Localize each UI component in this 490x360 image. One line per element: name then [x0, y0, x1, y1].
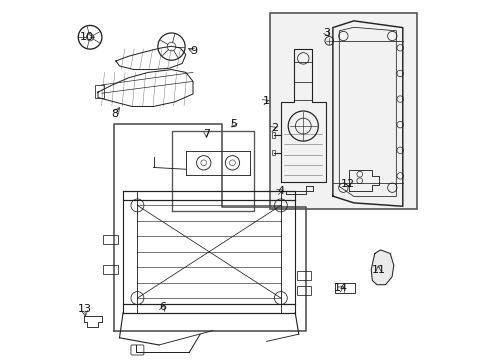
- Text: 8: 8: [112, 109, 119, 119]
- Bar: [272, 132, 275, 138]
- Bar: [103, 234, 118, 244]
- Text: 7: 7: [203, 129, 210, 139]
- Text: 11: 11: [371, 265, 386, 275]
- Bar: [270, 13, 417, 209]
- Text: 4: 4: [277, 186, 284, 196]
- Text: 10: 10: [80, 32, 94, 42]
- Bar: [272, 150, 275, 156]
- Text: 1: 1: [263, 96, 270, 106]
- Bar: [96, 85, 104, 98]
- Bar: [103, 265, 118, 274]
- Bar: [335, 283, 355, 293]
- Text: 6: 6: [160, 302, 167, 312]
- Text: 9: 9: [191, 46, 197, 56]
- Text: 5: 5: [230, 120, 237, 129]
- Bar: [297, 271, 311, 280]
- Text: 12: 12: [341, 179, 355, 189]
- Text: 3: 3: [323, 28, 330, 38]
- Text: 14: 14: [334, 283, 348, 293]
- Polygon shape: [371, 250, 394, 285]
- Text: 2: 2: [271, 123, 278, 133]
- Bar: [297, 286, 311, 295]
- Text: 13: 13: [77, 304, 91, 314]
